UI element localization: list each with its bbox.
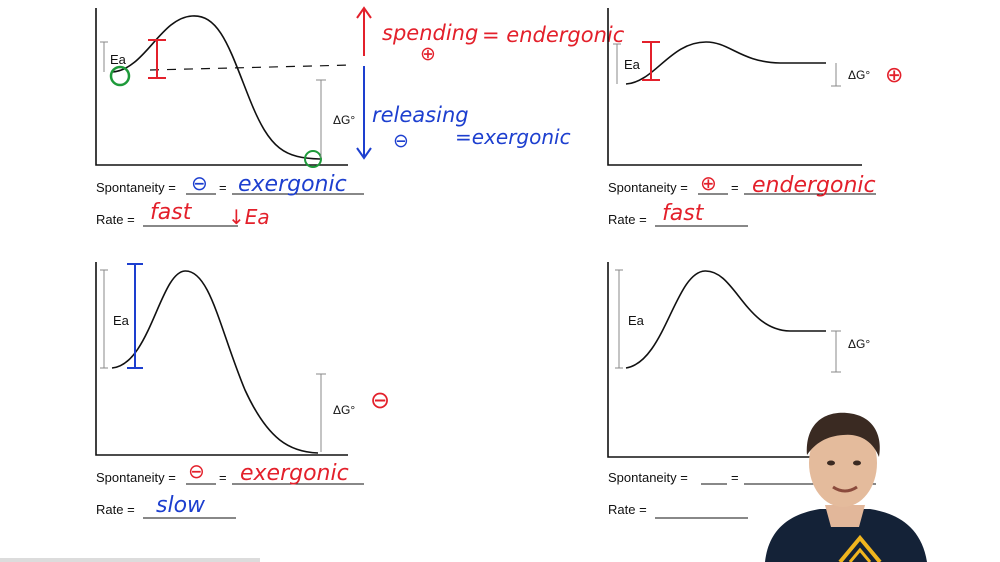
diagram-3-spontaneity-answer: exergonic [240, 461, 349, 486]
diagram-2-curve [625, 41, 826, 85]
diagram-1-reactant-circle [109, 65, 131, 87]
diagram-4-dg-label: ΔG° [848, 337, 870, 351]
diagram-1-dashed-line [149, 64, 353, 71]
diagram-3-rate-answer: slow [156, 493, 206, 518]
spending-sign: ⊕ [420, 43, 436, 65]
diagram-3-blue-bracket [127, 263, 143, 369]
diagram-4-axes [607, 262, 862, 458]
releasing-label: releasing [372, 103, 469, 127]
diagram-1-curve [111, 15, 321, 160]
presenter-video-icon [765, 412, 927, 562]
spending-arrow [356, 6, 372, 56]
diagram-1-dg-label: ΔG° [333, 113, 355, 127]
diagram-4-ea-label: Ea [628, 313, 645, 328]
diagram-4-curve [625, 270, 826, 369]
diagram-3-dg-label: ΔG° [333, 403, 355, 417]
diagram-3-spontaneity-label: Spontaneity = [96, 470, 176, 485]
diagram-4-rate-label: Rate = [608, 502, 647, 517]
diagram-1-rate-note: ↓Ea [228, 205, 270, 229]
diagram-2: Ea ΔG° ⊕ Spontaneity = = ⊕ endergonic Ra… [607, 8, 903, 227]
releasing-sign: ⊖ [393, 130, 409, 152]
endergonic-definition: = endergonic [482, 23, 625, 47]
diagram-3-equals: = [219, 470, 227, 485]
diagram-2-axes [607, 8, 862, 166]
diagram-1: Ea ΔG° spending ⊕ = endergonic releasing… [95, 6, 625, 229]
spending-label: spending [382, 21, 478, 45]
diagram-2-dg-sign: ⊕ [885, 63, 903, 88]
diagram-1-rate-label: Rate = [96, 212, 135, 227]
bottom-strip [0, 558, 260, 562]
diagram-1-spontaneity-label: Spontaneity = [96, 180, 176, 195]
diagram-4: Ea ΔG° Spontaneity = = Rate = [607, 262, 876, 519]
diagram-2-red-bracket [642, 41, 660, 81]
releasing-arrow [356, 66, 372, 160]
exergonic-definition: =exergonic [455, 125, 571, 149]
diagram-2-spontaneity-sign: ⊕ [700, 171, 717, 195]
diagram-1-product-circle [304, 150, 322, 168]
diagram-1-spontaneity-sign: ⊖ [191, 171, 208, 195]
diagram-1-axes [95, 8, 348, 166]
diagram-2-ea-label: Ea [624, 57, 641, 72]
diagram-3-rate-label: Rate = [96, 502, 135, 517]
diagram-1-red-bracket [148, 39, 166, 79]
diagram-4-spontaneity-label: Spontaneity = [608, 470, 688, 485]
diagram-3: Ea ΔG° ⊖ Spontaneity = = ⊖ exergonic Rat… [95, 262, 390, 519]
diagram-1-equals: = [219, 180, 227, 195]
diagram-3-axes [95, 262, 348, 456]
diagram-3-curve [111, 270, 319, 454]
diagram-3-dg-sign: ⊖ [370, 386, 390, 414]
diagram-2-spontaneity-label: Spontaneity = [608, 180, 688, 195]
diagram-2-rate-answer: fast [662, 201, 705, 226]
diagram-2-equals: = [731, 180, 739, 195]
diagram-4-equals: = [731, 470, 739, 485]
diagram-2-rate-label: Rate = [608, 212, 647, 227]
diagram-3-ea-label: Ea [113, 313, 130, 328]
diagram-3-spontaneity-sign: ⊖ [188, 459, 205, 483]
diagram-2-dg-label: ΔG° [848, 68, 870, 82]
diagram-1-ea-label: Ea [110, 52, 127, 67]
diagram-1-rate-answer: fast [150, 200, 193, 225]
diagram-1-spontaneity-answer: exergonic [238, 172, 347, 197]
diagram-2-spontaneity-answer: endergonic [752, 173, 876, 198]
